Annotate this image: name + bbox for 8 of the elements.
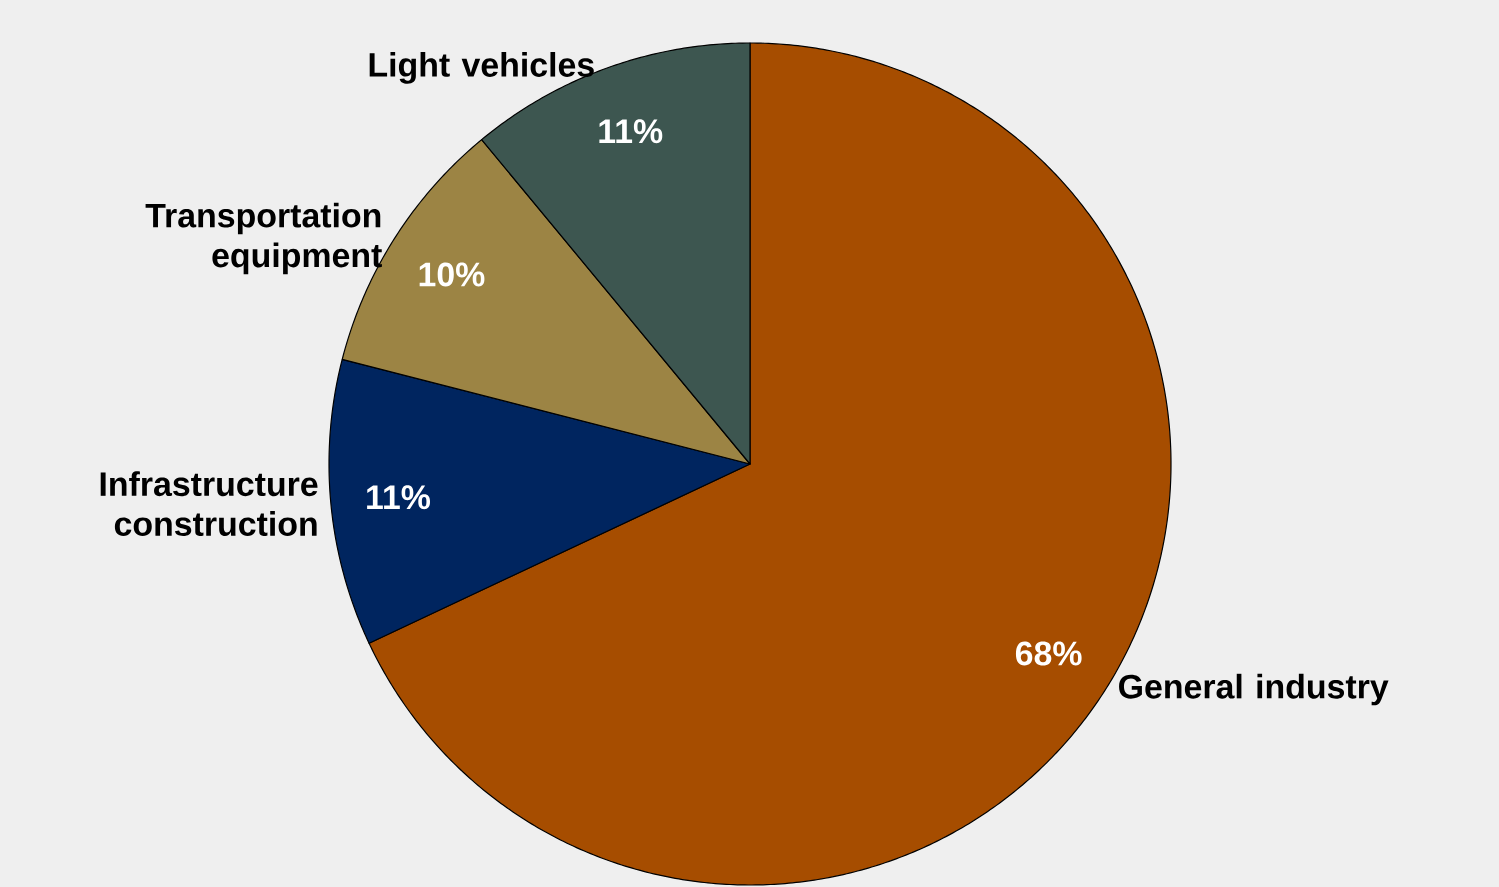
- data-label: 10%: [419, 262, 485, 287]
- slice-label: Transportation equipment: [145, 202, 382, 275]
- slice-label: Light vehicles: [369, 52, 594, 84]
- slice-label: General industry: [1119, 673, 1389, 706]
- data-label: 11%: [599, 119, 663, 144]
- data-label: 11%: [367, 485, 431, 510]
- data-label: 68%: [1015, 641, 1082, 666]
- slice-label: Infrastructure construction: [100, 471, 318, 536]
